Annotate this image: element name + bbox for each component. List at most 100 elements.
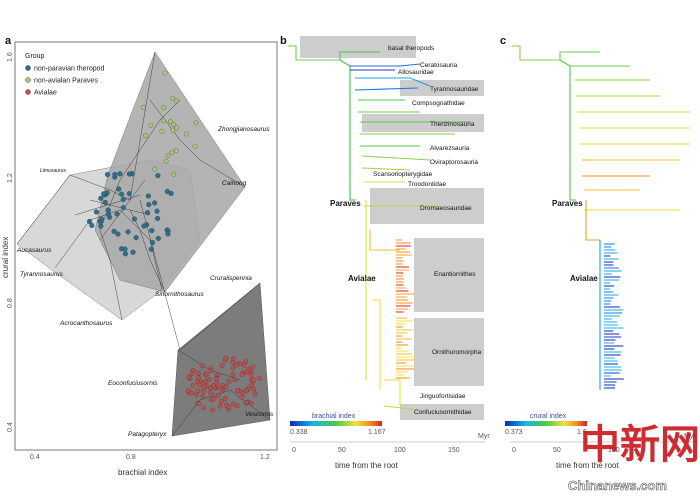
shade-ornithuromorpha [414, 318, 484, 386]
legend-entry-paraves: non-avialan Paraves [34, 78, 98, 85]
legend-marker-paraves [25, 77, 31, 83]
legend-title: Group [25, 53, 45, 60]
clade-allosauridae: Allosauridae [398, 69, 434, 76]
point-avialae [240, 390, 246, 396]
point-avialae [239, 394, 245, 400]
time-axis-title-c: time from the root [556, 461, 619, 470]
tree-c-leaves [604, 243, 624, 389]
point-avialae [196, 370, 201, 376]
point-avialae [219, 363, 225, 368]
y-axis-title: crural index [1, 237, 10, 278]
point-non-paravian [154, 208, 160, 214]
clade-alvarezsauria: Alvarezsauria [430, 145, 470, 152]
point-avialae [217, 403, 223, 409]
y-tick-1-6: 1.6 [7, 52, 14, 62]
point-avialae [203, 379, 208, 384]
point-paraves [165, 153, 171, 159]
watermark-characters: 中新网 [580, 421, 700, 468]
taxon-label-caihong: Caihong [222, 180, 247, 187]
point-paraves [184, 131, 189, 137]
point-avialae [230, 365, 236, 371]
colorbar-label-b: brachial index [312, 413, 356, 420]
label-avialae-b: Avialae [348, 274, 376, 283]
point-non-paravian [105, 211, 112, 217]
point-avialae [186, 374, 192, 380]
point-non-paravian [152, 200, 158, 206]
point-non-paravian [120, 205, 126, 211]
legend-marker-avialae [25, 89, 31, 95]
point-avialae [215, 372, 221, 378]
point-non-paravian [155, 235, 161, 241]
time-tick-0-b: 0 [292, 447, 296, 454]
points-paraves [141, 70, 199, 177]
point-non-paravian [101, 191, 107, 197]
point-non-paravian [126, 171, 132, 177]
point-avialae [241, 362, 247, 368]
point-paraves [159, 128, 165, 134]
point-avialae [234, 388, 240, 393]
panel-a-letter: a [5, 35, 12, 47]
clade-troodontidae: Troodontidae [408, 181, 446, 188]
point-non-paravian [149, 239, 156, 246]
tree-b-branches [288, 45, 470, 411]
point-paraves [193, 120, 199, 126]
point-avialae [210, 407, 215, 413]
clade-shading [300, 36, 484, 420]
taxon-label-vescornis: Vescornis [245, 411, 274, 418]
point-paraves [174, 148, 179, 153]
label-paraves-b: Paraves [330, 199, 361, 208]
colorbar-min-c: 0.373 [505, 429, 523, 436]
shade-therizinosauria [362, 114, 484, 132]
point-avialae [199, 363, 205, 369]
point-non-paravian [114, 211, 120, 217]
clade-jinguofortisidae: Jinguofortisidae [420, 393, 466, 400]
clade-confuciusornithidae: Confuciusornithidae [414, 409, 472, 416]
point-paraves [152, 166, 158, 172]
tree-c-branches [512, 45, 690, 390]
hull-paraves [94, 51, 246, 293]
point-non-paravian [122, 246, 128, 252]
point-non-paravian [141, 223, 147, 229]
point-avialae [195, 379, 201, 384]
point-paraves [173, 98, 179, 104]
point-avialae [218, 399, 224, 404]
point-avialae [211, 383, 216, 388]
taxon-label-aucasaurus: Aucasaurus [16, 247, 52, 254]
chinanews-watermark: 中新网 Chinanews.com [568, 421, 700, 493]
point-avialae [239, 372, 245, 377]
point-avialae [253, 391, 258, 397]
point-non-paravian [99, 216, 105, 222]
taxon-label-sinornithosaurus: Sinornithosaurus [155, 291, 205, 298]
y-tick-1-2: 1.2 [7, 173, 14, 183]
point-non-paravian [125, 229, 131, 235]
time-unit-b: Myr [478, 433, 490, 440]
point-non-paravian [93, 209, 99, 215]
point-avialae [234, 362, 240, 368]
taxon-label-eoconfuciusornis: Eoconfuciusornis [108, 380, 158, 387]
point-non-paravian [120, 197, 126, 203]
clade-compsognathidae: Compsognathidae [412, 100, 465, 107]
taxon-label-cruralispennia: Cruralispennia [210, 275, 252, 282]
shade-basal-theropods [300, 36, 416, 58]
point-avialae [204, 371, 210, 377]
taxon-label-patagopteryx: Patagopteryx [128, 431, 167, 438]
colorbar-b [290, 421, 382, 426]
taxon-label-limusaurus: Limusaurus [40, 168, 66, 174]
point-avialae [201, 384, 207, 390]
point-non-paravian [133, 235, 139, 241]
point-avialae [245, 369, 250, 375]
label-avialae-c: Avialae [570, 274, 598, 283]
point-avialae [201, 405, 206, 411]
point-avialae [223, 402, 229, 408]
point-non-paravian [155, 173, 161, 179]
point-avialae [250, 364, 256, 370]
point-non-paravian [145, 193, 151, 199]
point-paraves [160, 118, 166, 123]
clade-tyrannosauridae: Tyrannosauridae [430, 86, 479, 93]
points-non-paravian [86, 171, 174, 257]
point-non-paravian [98, 195, 104, 201]
point-non-paravian [165, 231, 171, 237]
shade-confuciusornithidae [400, 404, 484, 420]
point-non-paravian [126, 191, 132, 197]
colorbar-c [505, 421, 587, 426]
